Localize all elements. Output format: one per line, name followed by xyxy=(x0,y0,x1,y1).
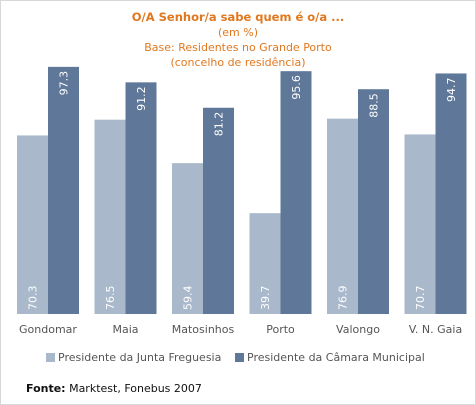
data-label: 59.4 xyxy=(182,286,195,311)
bar-camara xyxy=(435,73,467,314)
data-label: 81.2 xyxy=(213,112,226,137)
bar-junta xyxy=(172,163,203,314)
x-tick-label: Gondomar xyxy=(19,323,77,336)
chart-base-detail: (concelho de residência) xyxy=(170,56,306,69)
chart-title-block: O/A Senhor/a sabe quem é o/a ... (em %) … xyxy=(0,10,476,70)
bar-junta xyxy=(249,213,281,314)
legend-swatch xyxy=(235,353,244,362)
bar-camara xyxy=(48,66,79,314)
source-label: Fonte: xyxy=(26,382,66,395)
source-note: Fonte: Marktest, Fonebus 2007 xyxy=(26,382,202,395)
data-label: 70.7 xyxy=(414,286,427,311)
bar-camara xyxy=(358,89,389,315)
bar-junta xyxy=(17,135,48,314)
data-label: 76.5 xyxy=(104,286,117,311)
bar-camara xyxy=(280,71,312,315)
chart-unit: (em %) xyxy=(217,26,258,39)
bar-junta xyxy=(327,118,358,314)
data-label: 76.9 xyxy=(337,286,350,311)
data-label: 88.5 xyxy=(368,93,381,118)
data-label: 70.3 xyxy=(27,286,40,311)
x-tick-label: V. N. Gaia xyxy=(409,323,462,336)
bar-camara xyxy=(125,82,157,315)
x-tick-label: Valongo xyxy=(336,323,380,336)
data-label: 94.7 xyxy=(445,77,458,102)
data-label: 91.2 xyxy=(135,86,148,111)
bar-junta xyxy=(94,119,126,314)
legend-entry: Presidente da Junta Freguesia xyxy=(58,351,221,364)
bar-camara xyxy=(203,107,234,314)
data-label: 97.3 xyxy=(58,71,71,96)
data-label: 95.6 xyxy=(290,75,303,100)
bar-junta xyxy=(404,134,436,314)
source-text: Marktest, Fonebus 2007 xyxy=(69,382,202,395)
chart-title: O/A Senhor/a sabe quem é o/a ... xyxy=(131,10,345,24)
x-tick-label: Porto xyxy=(266,323,295,336)
legend-swatch xyxy=(46,353,55,362)
x-tick-label: Matosinhos xyxy=(172,323,235,336)
legend-entry: Presidente da Câmara Municipal xyxy=(247,351,425,364)
data-label: 39.7 xyxy=(259,286,272,311)
chart-base: Base: Residentes no Grande Porto xyxy=(144,41,332,54)
x-tick-label: Maia xyxy=(112,323,138,336)
